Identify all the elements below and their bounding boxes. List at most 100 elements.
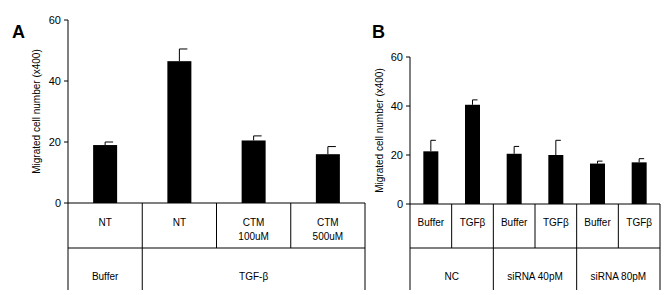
error-cap bbox=[431, 140, 436, 141]
bar bbox=[465, 105, 480, 204]
x-tick-label: CTM 500uM bbox=[313, 217, 344, 242]
error-cap bbox=[639, 158, 644, 159]
category-separator bbox=[290, 203, 291, 248]
y-tick bbox=[64, 20, 68, 21]
x-tick-label: TGFβ bbox=[626, 217, 652, 228]
category-separator bbox=[451, 204, 452, 248]
bar bbox=[507, 154, 522, 204]
y-tick-label: 40 bbox=[391, 100, 403, 112]
y-axis bbox=[68, 20, 69, 203]
group-label: NC bbox=[444, 271, 458, 282]
y-tick bbox=[406, 57, 410, 58]
error-cap bbox=[473, 99, 478, 100]
y-axis-label: Migrated cell number (x400) bbox=[31, 49, 42, 174]
bar bbox=[548, 155, 563, 204]
y-tick bbox=[406, 155, 410, 156]
group-label: TGF-β bbox=[239, 271, 268, 282]
label-line: NT bbox=[98, 217, 111, 228]
y-tick-label: 60 bbox=[391, 51, 403, 63]
error-cap bbox=[598, 161, 603, 162]
error-stem bbox=[430, 140, 431, 151]
error-stem bbox=[179, 49, 180, 61]
group-separator bbox=[576, 204, 577, 290]
error-cap bbox=[254, 135, 262, 136]
bar bbox=[423, 151, 438, 204]
x-tick-label: TGFβ bbox=[460, 217, 486, 228]
error-cap bbox=[179, 48, 187, 49]
figure: A Migrated cell number (x400) 0 20 40 60 NT NT C… bbox=[0, 0, 669, 295]
group-separator bbox=[68, 203, 69, 290]
label-line: Buffer bbox=[584, 217, 611, 228]
error-stem bbox=[253, 136, 254, 141]
label-line: 100uM bbox=[238, 231, 269, 242]
y-tick-label: 0 bbox=[397, 198, 403, 210]
error-bar bbox=[431, 140, 436, 151]
category-separator bbox=[216, 203, 217, 248]
bar bbox=[242, 140, 266, 203]
error-stem bbox=[514, 146, 515, 153]
y-axis bbox=[410, 57, 411, 204]
error-cap bbox=[328, 146, 336, 147]
y-tick-label: 60 bbox=[49, 14, 61, 26]
group-separator bbox=[365, 203, 366, 290]
y-tick bbox=[64, 142, 68, 143]
group-divider bbox=[68, 248, 365, 249]
group-divider bbox=[410, 248, 660, 249]
label-line: CTM bbox=[243, 217, 265, 228]
category-separator bbox=[535, 204, 536, 248]
bar bbox=[632, 162, 647, 204]
y-tick bbox=[406, 106, 410, 107]
panel: A Migrated cell number (x400) 0 20 40 60 NT NT C… bbox=[12, 14, 365, 290]
group-separator bbox=[660, 204, 661, 290]
error-bar bbox=[556, 140, 561, 155]
category-separator bbox=[618, 204, 619, 248]
x-tick-label: TGFβ bbox=[543, 217, 569, 228]
panel: B Migrated cell number (x400) 0 20 40 60 Buffe… bbox=[372, 22, 660, 290]
error-bar bbox=[598, 161, 603, 163]
label-line: TGFβ bbox=[460, 217, 486, 228]
error-bar bbox=[328, 147, 336, 155]
y-tick bbox=[406, 204, 410, 205]
x-tick-label: CTM 100uM bbox=[238, 217, 269, 242]
bar bbox=[93, 145, 117, 203]
group-separator bbox=[493, 204, 494, 290]
error-cap bbox=[556, 140, 561, 141]
group-label: Buffer bbox=[92, 271, 119, 282]
x-tick-label: NT bbox=[98, 217, 111, 228]
x-tick-label: Buffer bbox=[584, 217, 611, 228]
y-tick-label: 20 bbox=[391, 149, 403, 161]
label-line: CTM bbox=[317, 217, 339, 228]
label-line: 500uM bbox=[313, 231, 344, 242]
y-axis-label: Migrated cell number (x400) bbox=[374, 68, 385, 193]
x-tick-label: NT bbox=[173, 217, 186, 228]
bar bbox=[316, 154, 340, 203]
group-label: siRNA 80pM bbox=[591, 271, 647, 282]
panel-label: A bbox=[12, 22, 25, 42]
error-bar bbox=[514, 146, 519, 153]
label-line: NT bbox=[173, 217, 186, 228]
marks bbox=[423, 100, 646, 204]
y-tick bbox=[64, 81, 68, 82]
label-line: Buffer bbox=[501, 217, 528, 228]
error-bar bbox=[254, 136, 262, 141]
error-stem bbox=[639, 159, 640, 163]
error-cap bbox=[105, 142, 113, 143]
label-line: TGFβ bbox=[626, 217, 652, 228]
panel-label: B bbox=[372, 22, 385, 42]
error-stem bbox=[327, 147, 328, 155]
error-stem bbox=[472, 100, 473, 105]
error-bar bbox=[639, 159, 644, 163]
y-tick-label: 40 bbox=[49, 75, 61, 87]
y-tick-label: 0 bbox=[55, 197, 61, 209]
group-separator bbox=[142, 203, 143, 290]
bar bbox=[167, 61, 191, 203]
marks bbox=[93, 49, 340, 203]
group-separator bbox=[410, 204, 411, 290]
group-label: siRNA 40pM bbox=[507, 271, 563, 282]
x-tick-label: Buffer bbox=[418, 217, 445, 228]
error-stem bbox=[555, 140, 556, 155]
y-tick-label: 20 bbox=[49, 136, 61, 148]
y-tick bbox=[64, 203, 68, 204]
error-cap bbox=[514, 146, 519, 147]
x-tick-label: Buffer bbox=[501, 217, 528, 228]
